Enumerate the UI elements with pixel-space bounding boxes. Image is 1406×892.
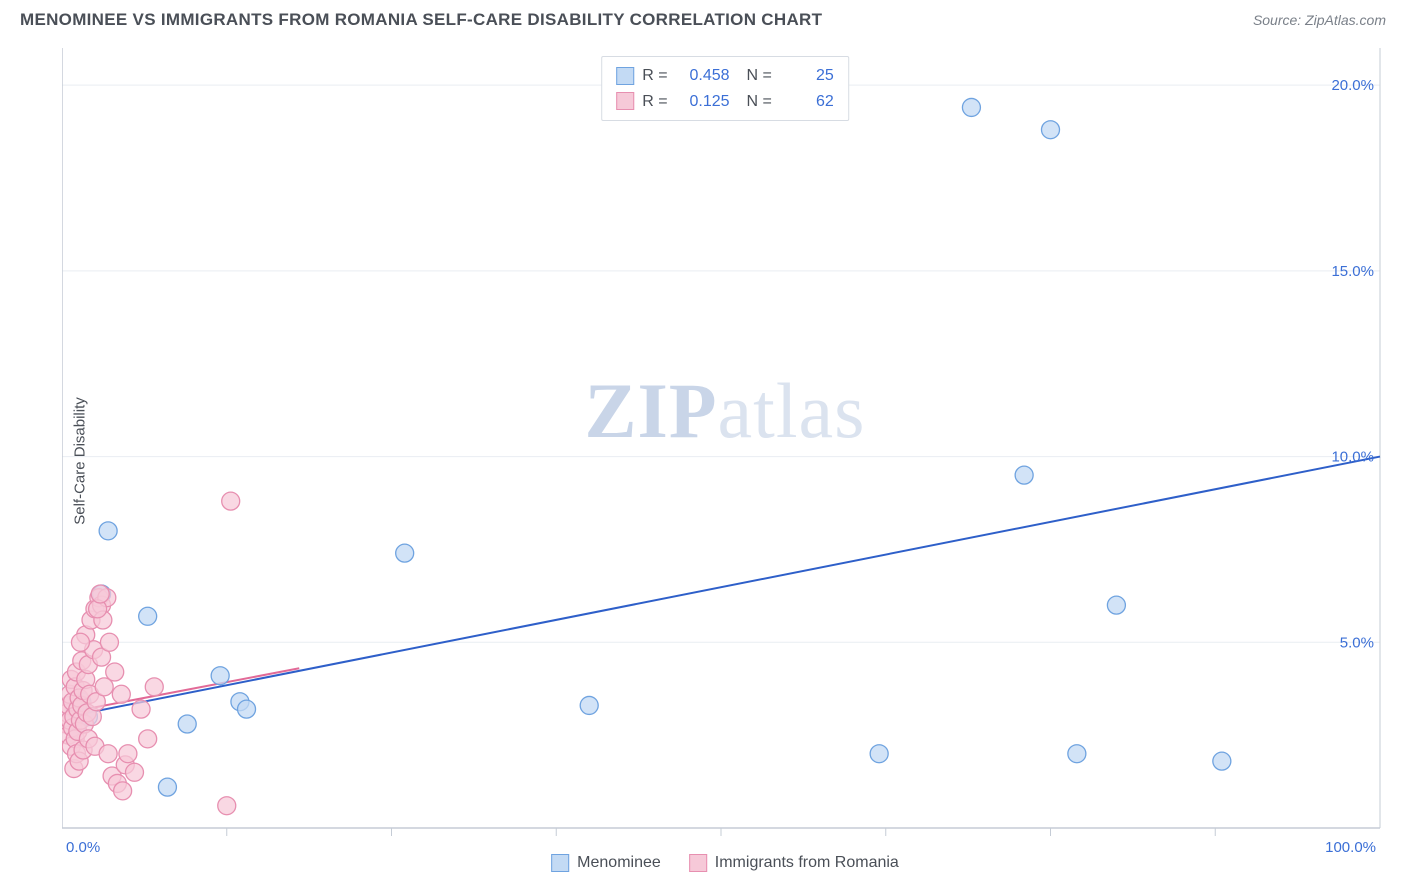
svg-text:20.0%: 20.0%: [1331, 77, 1374, 94]
svg-text:10.0%: 10.0%: [1331, 449, 1374, 466]
legend-n-value: 62: [780, 89, 834, 115]
svg-text:15.0%: 15.0%: [1331, 263, 1374, 280]
source-attribution: Source: ZipAtlas.com: [1253, 12, 1386, 28]
legend-correlation-row: R = 0.125 N = 62: [616, 89, 834, 115]
legend-n-label: N =: [738, 89, 772, 115]
legend-swatch: [551, 854, 569, 872]
legend-n-label: N =: [738, 63, 772, 89]
legend-swatch: [689, 854, 707, 872]
legend-series-item: Immigrants from Romania: [689, 854, 899, 872]
legend-swatch: [616, 67, 634, 85]
legend-series-label: Menominee: [577, 854, 661, 872]
svg-text:0.0%: 0.0%: [66, 839, 100, 856]
chart-container: Self-Care Disability ZIPatlas 5.0%10.0%1…: [50, 48, 1388, 874]
legend-series-label: Immigrants from Romania: [715, 854, 899, 872]
legend-swatch: [616, 92, 634, 110]
chart-svg: 5.0% 10.0% 15.0% 20.0% 0.0% 100.0%: [62, 48, 1388, 872]
svg-text:5.0%: 5.0%: [1340, 634, 1374, 651]
legend-r-value: 0.125: [676, 89, 730, 115]
legend-r-label: R =: [642, 63, 667, 89]
legend-n-value: 25: [780, 63, 834, 89]
legend-correlation-box: R = 0.458 N = 25 R = 0.125 N = 62: [601, 56, 849, 121]
scatter-plot: ZIPatlas 5.0%10.0%15.0%20.0%0.0%100.0% R…: [62, 48, 1388, 874]
legend-series: Menominee Immigrants from Romania: [551, 854, 899, 872]
legend-correlation-row: R = 0.458 N = 25: [616, 63, 834, 89]
svg-text:100.0%: 100.0%: [1325, 839, 1376, 856]
legend-r-value: 0.458: [676, 63, 730, 89]
legend-series-item: Menominee: [551, 854, 661, 872]
legend-r-label: R =: [642, 89, 667, 115]
chart-title: MENOMINEE VS IMMIGRANTS FROM ROMANIA SEL…: [20, 10, 822, 30]
header: MENOMINEE VS IMMIGRANTS FROM ROMANIA SEL…: [0, 0, 1406, 36]
